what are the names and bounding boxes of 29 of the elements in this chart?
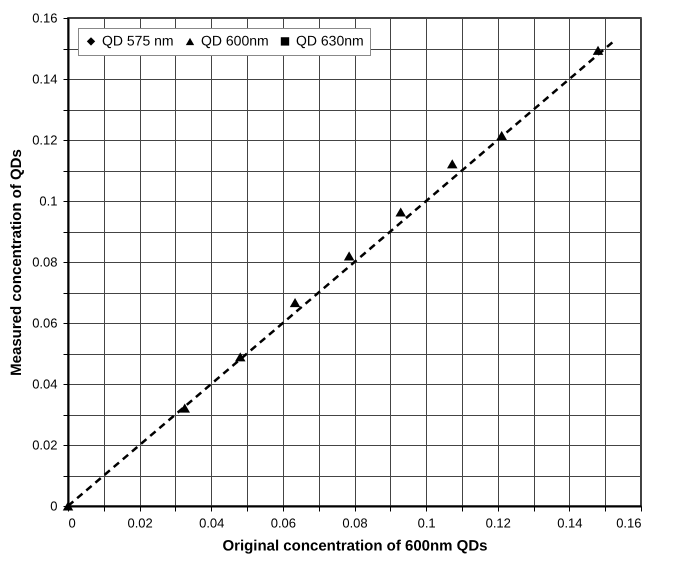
- legend-label: QD 575 nm: [102, 32, 174, 48]
- x-tick-label: 0.14: [557, 516, 583, 530]
- y-tick-label: 0.12: [32, 132, 58, 148]
- y-tick-label: 0.14: [32, 72, 58, 86]
- x-tick-label: 0.04: [199, 516, 224, 530]
- point: [447, 159, 458, 168]
- point: [344, 251, 354, 260]
- point: [235, 352, 246, 362]
- point: [290, 298, 300, 308]
- y-tick-label: 0.1: [39, 194, 58, 208]
- x-tick-label: 0.12: [486, 516, 511, 530]
- point: [395, 207, 406, 217]
- y-tick-label: 0.02: [32, 438, 58, 452]
- x-tick-label: 0: [68, 516, 76, 530]
- legend-label: QD 600nm: [201, 32, 269, 48]
- y-tick-label: 0: [50, 498, 58, 514]
- x-axis-title: Original concentration of 600nm QDs: [222, 538, 488, 554]
- y-tick-label: 0.16: [32, 10, 58, 26]
- point: [62, 501, 74, 511]
- y-tick-label: 0.06: [32, 316, 58, 330]
- y-axis-title: Measured concentration of QDs: [8, 149, 26, 376]
- y-tick-label: 0.04: [32, 376, 58, 392]
- y-tick-label: 0.08: [32, 254, 58, 270]
- x-tick-label: 0.06: [270, 516, 296, 530]
- x-tick-label: 0.08: [342, 516, 368, 530]
- x-tick-label: 0.16: [616, 516, 642, 530]
- x-tick-label: 0.1: [418, 516, 436, 530]
- x-tick-label: 0.02: [127, 516, 153, 530]
- legend-label: QD 630nm: [296, 32, 364, 48]
